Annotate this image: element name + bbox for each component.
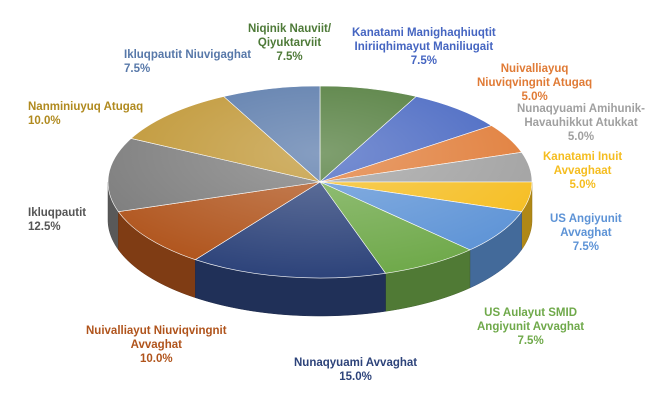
pie-gloss [108, 86, 532, 278]
label-us-aulayut-smid: US Aulayut SMID Angiyunit Avvaghat 7.5% [477, 307, 585, 347]
label-nuivalliayut-avvaghat: Nuivalliayut Niuviqvingnit Avvaghat 10.0… [86, 325, 227, 365]
label-nunaqyuami-amihunik: Nunaqyuami Amihunik- Havauhikkut Atukkat… [517, 103, 645, 143]
label-niqinik-nauviit: Niqinik Nauviit/ Qiyuktarviit 7.5% [248, 23, 332, 63]
label-nuivalliayuq-atugaq: Nuivalliayuq Niuviqvingnit Atugaq 5.0% [477, 63, 593, 103]
label-ikluqpautit: Ikluqpautit 12.5% [28, 207, 87, 233]
label-ikluqpautit-niuvigaghat: Ikluqpautit Niuvigaghat 7.5% [124, 49, 252, 75]
label-nanminiuyuq-atugaq: Nanminiuyuq Atugaq 10.0% [28, 101, 144, 127]
label-nunaqyuami-avvaghat: Nunaqyuami Avvaghat 15.0% [294, 357, 418, 383]
label-us-angiyunit: US Angiyunit Avvaghat 7.5% [550, 213, 622, 253]
label-kanatami-manighaqhiuqtit: Kanatami Manighaqhiuqtit Iniriiqhimayut … [352, 27, 496, 67]
label-kanatami-inuit: Kanatami Inuit Avvaghaat 5.0% [543, 151, 623, 191]
pie-top-faces [107, 85, 533, 279]
